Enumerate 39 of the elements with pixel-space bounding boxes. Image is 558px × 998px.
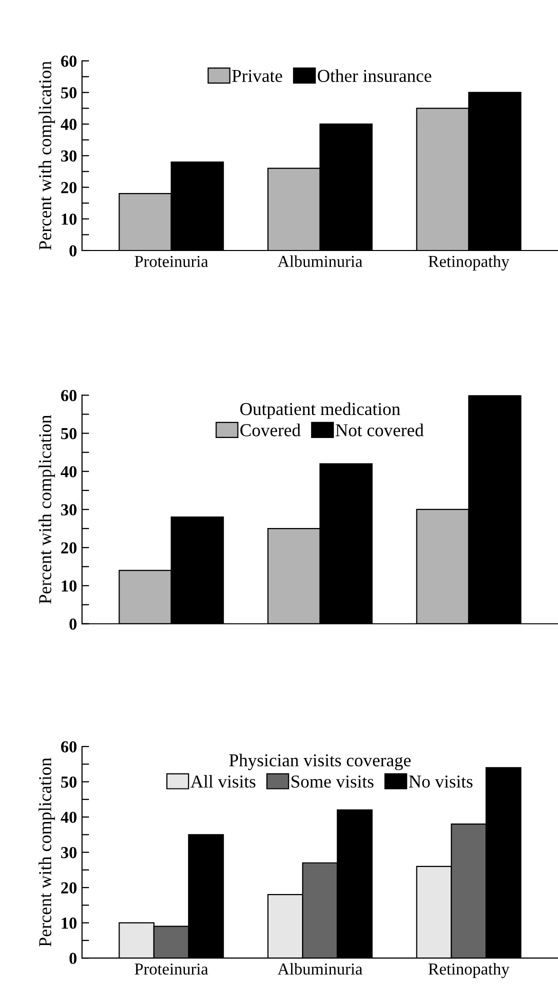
x-tick-label: Retinopathy (428, 962, 510, 978)
y-tick-label: 60 (61, 56, 77, 67)
y-tick-label: 30 (61, 504, 77, 516)
x-tick-label: Albuminuria (278, 962, 362, 975)
y-tick-label: 20 (61, 882, 77, 894)
y-tick-label: 50 (61, 428, 77, 440)
legend-label: No visits (408, 776, 472, 788)
y-tick-label: 0 (69, 952, 77, 964)
legend-title: Physician visits coverage (229, 754, 411, 770)
y-axis-title: Percent with complication (38, 414, 55, 604)
legend-title: Outpatient medication (240, 402, 400, 419)
y-tick-label: 60 (61, 741, 77, 752)
x-tick-label: Proteinuria (134, 963, 208, 975)
legend-label: Some visits (292, 776, 374, 788)
legend-label: Other insurance (318, 69, 432, 82)
legend-label: All visits (190, 774, 256, 788)
y-tick-label: 10 (62, 918, 77, 929)
x-tick-label: Retinopathy (428, 255, 510, 271)
y-tick-label: 60 (61, 390, 77, 402)
y-tick-label: 30 (61, 150, 77, 162)
y-tick-label: 40 (60, 466, 77, 478)
y-tick-label: 50 (61, 776, 77, 788)
legend-label: Private (232, 70, 282, 82)
y-tick-label: 50 (61, 87, 77, 98)
y-tick-label: 40 (60, 812, 77, 823)
y-tick-label: 40 (60, 118, 77, 130)
legend-label: Not covered (336, 424, 424, 436)
x-tick-label: Proteinuria (134, 256, 208, 268)
y-axis-title: Percent with complication (38, 758, 55, 947)
legend-label: Covered (240, 424, 301, 436)
y-tick-label: 10 (62, 580, 77, 592)
y-tick-label: 0 (69, 618, 77, 630)
y-tick-label: 10 (62, 214, 77, 225)
y-axis-title: Percent with complication (38, 61, 55, 250)
y-tick-label: 20 (61, 542, 77, 554)
y-tick-label: 20 (61, 182, 77, 194)
x-tick-label: Albuminuria (278, 255, 362, 268)
y-tick-label: 30 (61, 846, 77, 858)
y-tick-label: 0 (69, 245, 77, 256)
